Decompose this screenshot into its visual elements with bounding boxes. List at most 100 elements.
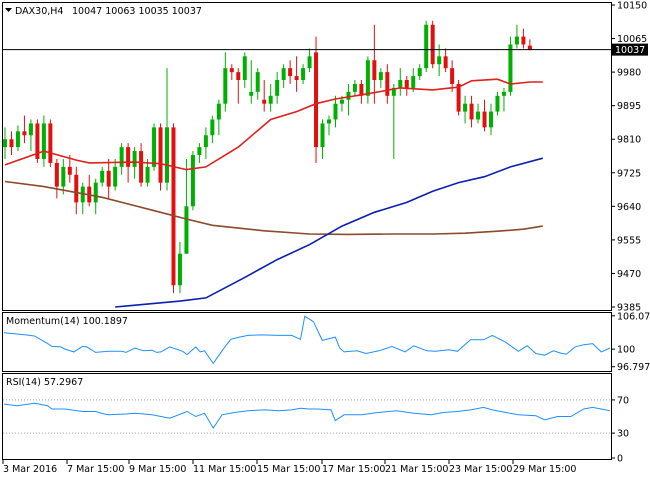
candle-body: [22, 131, 27, 136]
price-tick-label: 10150: [617, 1, 647, 12]
candle: [275, 72, 280, 104]
candle-body: [152, 127, 157, 167]
candle-body: [469, 103, 474, 120]
rsi-label: RSI(14) 57.2967: [6, 377, 83, 388]
candle-body: [339, 99, 344, 104]
candle-body: [61, 166, 66, 187]
dropdown-arrow-icon[interactable]: [5, 8, 12, 12]
candle: [352, 80, 357, 96]
candle-body: [119, 147, 124, 167]
time-tick-label: 7 Mar 15:00: [67, 464, 124, 475]
candle-body: [398, 80, 403, 88]
candle-body: [93, 182, 98, 203]
price-tick-label: 9895: [617, 101, 641, 112]
candle: [456, 80, 461, 116]
candle-body: [106, 170, 111, 187]
candle: [106, 158, 111, 199]
candle-body: [139, 151, 144, 183]
candle-body: [521, 36, 526, 45]
candle: [378, 68, 383, 88]
candle-body: [275, 80, 280, 96]
candle: [236, 68, 241, 104]
candle: [132, 147, 137, 179]
time-tick-label: 3 Mar 2016: [3, 464, 57, 475]
candle-body: [9, 139, 14, 148]
rsi-axis: 70 30 0: [611, 395, 629, 465]
candle: [346, 83, 351, 116]
candle: [28, 119, 33, 152]
candle: [527, 39, 532, 51]
candle: [15, 125, 20, 152]
momentum-tick-label: 96.7978: [617, 362, 650, 373]
candle: [307, 48, 312, 73]
candle-body: [165, 127, 169, 183]
price-axis: 10150 10065 9980 9895 9810 9725 9640 9555 9470 93…: [611, 1, 647, 314]
candle: [184, 158, 189, 254]
main-panel-frame: [2, 2, 612, 311]
candle: [197, 143, 202, 163]
candle-body: [100, 170, 105, 183]
candle: [320, 119, 325, 159]
candle: [301, 64, 306, 84]
rsi-levels: [3, 399, 611, 434]
candle: [100, 166, 105, 187]
candle-body: [307, 56, 312, 69]
candle-body: [482, 111, 487, 128]
candle: [385, 64, 390, 104]
time-tick-label: 15 Mar 15:00: [257, 464, 320, 475]
candle: [476, 103, 481, 124]
candle-body: [28, 123, 33, 136]
candle: [190, 151, 195, 211]
sma-mid-line: [115, 157, 544, 308]
candle: [521, 28, 526, 49]
candle: [288, 60, 293, 84]
candle: [41, 115, 46, 167]
candle-body: [3, 139, 7, 148]
candle-body: [197, 147, 202, 156]
candle-body: [48, 123, 53, 163]
candle: [67, 155, 72, 183]
candle: [74, 166, 79, 215]
candle-body: [288, 68, 293, 77]
price-tick-label: 9385: [617, 303, 641, 314]
candle-body: [495, 95, 500, 112]
candle: [469, 95, 474, 128]
candle: [35, 119, 40, 163]
candle: [495, 91, 500, 116]
price-tick-label: 9810: [617, 135, 641, 146]
candle-body: [171, 127, 176, 286]
candle: [417, 64, 422, 81]
candle: [242, 52, 247, 88]
candle: [391, 83, 396, 159]
rsi-tick-label: 70: [617, 395, 629, 406]
candle: [249, 60, 254, 104]
rsi-tick-label: 30: [617, 429, 629, 440]
candle-body: [223, 68, 228, 104]
candle: [165, 68, 169, 191]
candle-body: [15, 131, 20, 148]
rsi-line: [3, 402, 611, 430]
time-tick-label: 17 Mar 15:00: [322, 464, 385, 475]
candle-body: [359, 83, 364, 96]
current-price-label: 10037: [615, 45, 645, 56]
candle: [229, 64, 234, 81]
candle: [333, 95, 338, 128]
time-tick-label: 21 Mar 15:00: [385, 464, 448, 475]
candle: [404, 76, 409, 96]
candle-body: [184, 206, 189, 254]
current-price-tag: 10037: [612, 43, 648, 56]
candle-body: [346, 91, 351, 100]
candle-body: [74, 174, 79, 203]
candle-body: [301, 68, 306, 81]
candle-body: [450, 68, 455, 84]
candle: [372, 24, 377, 104]
candle-body: [268, 95, 273, 104]
candle: [203, 127, 208, 159]
momentum-line: [3, 315, 611, 365]
candle-body: [443, 56, 448, 69]
price-tick-label: 9555: [617, 235, 641, 246]
candle-body: [158, 127, 163, 183]
candle: [508, 36, 513, 96]
candle: [268, 83, 273, 112]
candle: [48, 119, 53, 167]
